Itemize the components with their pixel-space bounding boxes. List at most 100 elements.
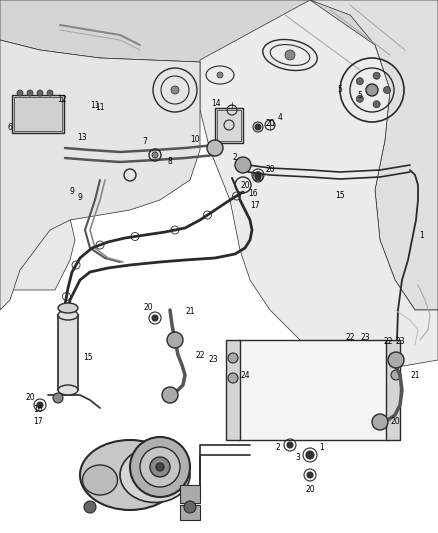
Circle shape bbox=[228, 373, 238, 383]
Circle shape bbox=[37, 402, 43, 408]
Circle shape bbox=[152, 315, 158, 321]
Text: 22: 22 bbox=[195, 351, 205, 359]
Circle shape bbox=[228, 353, 238, 363]
Circle shape bbox=[357, 95, 364, 102]
Circle shape bbox=[391, 353, 401, 363]
Ellipse shape bbox=[80, 440, 180, 510]
Circle shape bbox=[388, 352, 404, 368]
Text: 17: 17 bbox=[33, 417, 43, 426]
Text: 11: 11 bbox=[95, 103, 105, 112]
Text: 11: 11 bbox=[90, 101, 100, 109]
Bar bbox=[226, 340, 240, 440]
Text: 10: 10 bbox=[190, 135, 200, 144]
Text: 14: 14 bbox=[211, 99, 221, 108]
Text: 4: 4 bbox=[278, 114, 283, 123]
Circle shape bbox=[150, 457, 170, 477]
Circle shape bbox=[171, 86, 179, 94]
Text: 6: 6 bbox=[7, 124, 12, 133]
Bar bbox=[180, 485, 200, 503]
Circle shape bbox=[217, 72, 223, 78]
Text: 17: 17 bbox=[250, 200, 260, 209]
Circle shape bbox=[140, 447, 180, 487]
Polygon shape bbox=[0, 0, 438, 65]
Circle shape bbox=[285, 50, 295, 60]
Circle shape bbox=[366, 84, 378, 96]
Ellipse shape bbox=[58, 303, 78, 313]
Text: 22: 22 bbox=[383, 337, 393, 346]
Circle shape bbox=[53, 393, 63, 403]
Text: 1: 1 bbox=[320, 442, 325, 451]
Text: 21: 21 bbox=[185, 308, 195, 317]
Text: 20: 20 bbox=[143, 303, 153, 312]
Text: 16: 16 bbox=[33, 406, 43, 415]
Circle shape bbox=[152, 152, 158, 158]
Circle shape bbox=[306, 451, 314, 459]
Text: 15: 15 bbox=[83, 353, 93, 362]
Bar bbox=[386, 340, 400, 440]
Bar bbox=[180, 505, 200, 520]
Text: 20: 20 bbox=[390, 417, 400, 426]
Text: 23: 23 bbox=[208, 356, 218, 365]
Text: 24: 24 bbox=[240, 370, 250, 379]
Text: 23: 23 bbox=[360, 334, 370, 343]
Text: 3: 3 bbox=[296, 454, 300, 463]
Text: 9: 9 bbox=[70, 188, 74, 197]
Ellipse shape bbox=[82, 465, 117, 495]
Circle shape bbox=[162, 387, 178, 403]
Text: 5: 5 bbox=[357, 91, 362, 100]
Text: 2: 2 bbox=[233, 152, 237, 161]
Text: 23: 23 bbox=[395, 337, 405, 346]
Circle shape bbox=[207, 140, 223, 156]
Circle shape bbox=[17, 90, 23, 96]
Polygon shape bbox=[0, 0, 75, 290]
Circle shape bbox=[255, 124, 261, 130]
Circle shape bbox=[255, 174, 261, 180]
Text: 13: 13 bbox=[77, 133, 87, 142]
Circle shape bbox=[384, 86, 391, 93]
Text: 20: 20 bbox=[240, 181, 250, 190]
Circle shape bbox=[307, 472, 313, 478]
Circle shape bbox=[47, 90, 53, 96]
Text: 20: 20 bbox=[265, 166, 275, 174]
Polygon shape bbox=[200, 0, 438, 370]
Circle shape bbox=[373, 101, 380, 108]
Bar bbox=[12, 95, 64, 133]
Circle shape bbox=[184, 501, 196, 513]
Circle shape bbox=[37, 90, 43, 96]
Circle shape bbox=[235, 157, 251, 173]
Bar bbox=[215, 108, 243, 143]
Text: 9: 9 bbox=[78, 193, 82, 203]
Circle shape bbox=[372, 414, 388, 430]
Circle shape bbox=[287, 442, 293, 448]
Circle shape bbox=[373, 72, 380, 79]
Text: 20: 20 bbox=[305, 486, 315, 495]
Bar bbox=[238, 340, 388, 440]
Circle shape bbox=[27, 90, 33, 96]
Polygon shape bbox=[0, 40, 200, 310]
Text: 21: 21 bbox=[410, 370, 420, 379]
Circle shape bbox=[167, 332, 183, 348]
Circle shape bbox=[84, 501, 96, 513]
Ellipse shape bbox=[58, 310, 78, 320]
Text: 20: 20 bbox=[25, 393, 35, 402]
Bar bbox=[58, 315, 78, 390]
Ellipse shape bbox=[58, 385, 78, 395]
Text: 20: 20 bbox=[265, 118, 275, 127]
Circle shape bbox=[255, 172, 261, 178]
Circle shape bbox=[156, 463, 164, 471]
Circle shape bbox=[357, 78, 364, 85]
Circle shape bbox=[130, 437, 190, 497]
Text: 22: 22 bbox=[345, 334, 355, 343]
Text: 2: 2 bbox=[276, 442, 280, 451]
Text: 7: 7 bbox=[142, 138, 148, 147]
Polygon shape bbox=[310, 0, 438, 310]
Bar bbox=[14, 97, 62, 131]
Text: 8: 8 bbox=[168, 157, 173, 166]
Text: 1: 1 bbox=[420, 230, 424, 239]
Text: 5: 5 bbox=[338, 85, 343, 94]
Text: 12: 12 bbox=[57, 95, 67, 104]
Text: 16: 16 bbox=[248, 189, 258, 198]
Bar bbox=[217, 110, 241, 141]
Ellipse shape bbox=[120, 448, 190, 503]
Circle shape bbox=[391, 370, 401, 380]
